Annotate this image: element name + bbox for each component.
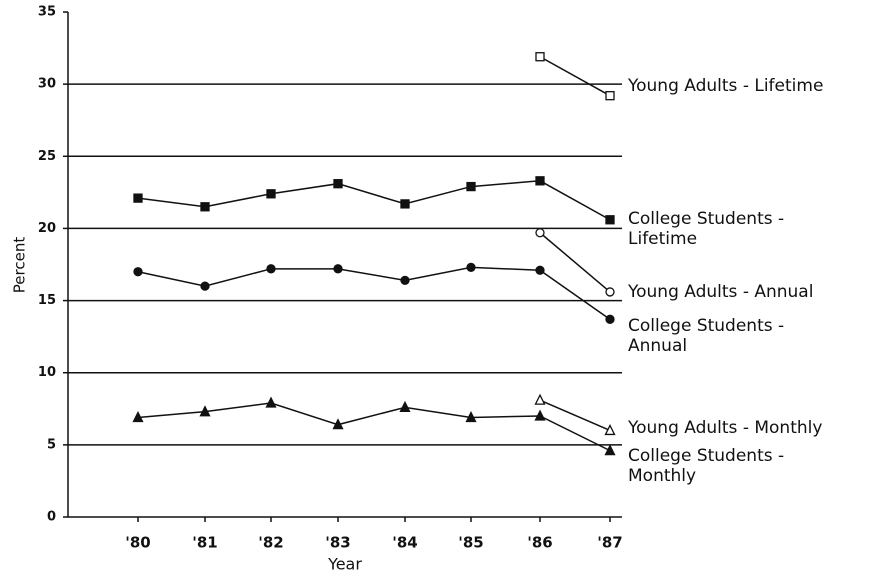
series-label: Young Adults - Annual	[628, 282, 814, 302]
marker	[466, 262, 476, 273]
y-tick-label: 35	[38, 5, 56, 20]
marker	[535, 228, 545, 238]
y-tick-label: 20	[38, 221, 56, 236]
marker	[266, 264, 276, 274]
marker	[265, 396, 277, 408]
marker	[535, 52, 545, 62]
marker	[604, 444, 616, 456]
x-tick-label: '87	[597, 534, 622, 552]
y-tick-label: 5	[47, 437, 56, 452]
marker	[133, 193, 143, 203]
marker	[605, 215, 615, 225]
series-line	[137, 402, 611, 452]
y-tick-label: 10	[38, 365, 56, 380]
marker	[466, 181, 476, 192]
marker	[133, 267, 143, 277]
x-tick-label: '85	[458, 534, 483, 552]
marker	[605, 91, 615, 101]
series-label: Young Adults - Monthly	[628, 418, 823, 438]
y-tick-label: 30	[38, 77, 56, 92]
series-label: Young Adults - Lifetime	[628, 76, 824, 96]
y-axis-label: Percent	[11, 237, 29, 294]
marker	[399, 400, 411, 412]
series-line	[137, 266, 611, 320]
marker	[604, 423, 616, 436]
marker	[605, 314, 615, 324]
series-label: College Students - Lifetime	[628, 209, 785, 249]
y-tick-label: 15	[38, 293, 56, 308]
marker	[333, 179, 343, 189]
y-tick-label: 0	[47, 510, 56, 525]
marker	[199, 405, 211, 417]
x-tick-label: '82	[258, 534, 283, 552]
marker	[400, 275, 410, 286]
x-tick-label: '86	[527, 534, 552, 552]
series-label: College Students - Annual	[628, 316, 785, 356]
x-tick-label: '84	[392, 534, 417, 552]
series-line	[539, 56, 611, 97]
marker	[465, 410, 477, 423]
marker	[266, 189, 276, 199]
y-tick-label: 25	[38, 149, 56, 164]
series-line	[539, 399, 611, 432]
series-line	[137, 180, 611, 221]
marker	[605, 287, 615, 297]
marker	[534, 393, 546, 405]
marker	[200, 202, 210, 212]
marker	[332, 418, 344, 430]
series-label: College Students - Monthly	[628, 446, 785, 486]
marker	[535, 176, 545, 186]
x-axis-label: Year	[327, 555, 362, 574]
marker	[333, 264, 343, 274]
marker	[132, 410, 144, 423]
marker	[535, 265, 545, 275]
marker	[534, 409, 546, 421]
marker	[200, 281, 210, 291]
x-tick-label: '83	[325, 534, 350, 552]
series-line	[539, 232, 611, 293]
marker	[400, 199, 410, 209]
x-tick-label: '81	[192, 534, 217, 552]
x-tick-label: '80	[125, 534, 150, 552]
